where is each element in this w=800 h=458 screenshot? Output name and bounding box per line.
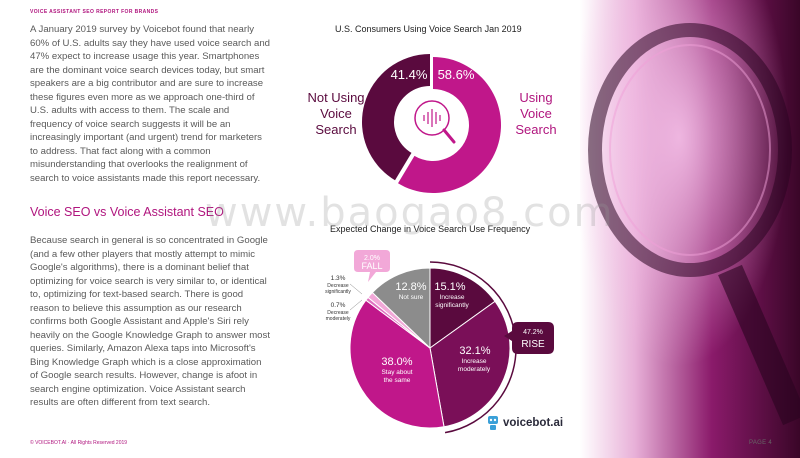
footer-copyright: © VOICEBOT.AI · All Rights Reserved 2019 [30, 440, 128, 446]
category-label-not-using: Voice [320, 106, 352, 121]
robot-icon [488, 416, 498, 430]
fall-callout: 2.0%FALL [354, 250, 390, 282]
category-label-increase-significantly: Increase [440, 294, 465, 301]
pie-slice [429, 300, 511, 428]
value-label-decrease-moderately: 0.7% [331, 302, 346, 309]
watermark: www.baogao8.com [205, 190, 615, 236]
decorative-background-panel [580, 0, 800, 458]
expected-change-pie-chart: 15.1%Increasesignificantly32.1%Increasem… [325, 250, 554, 434]
pie-slice [429, 267, 496, 349]
rise-callout: 47.2% RISE [504, 322, 554, 354]
category-label-stay-same: the same [384, 377, 411, 384]
category-label-decrease-moderately: moderately [326, 316, 351, 322]
voicebot-logo: voicebot.ai [486, 414, 563, 432]
category-label-not-using: Not Using [307, 90, 364, 105]
value-label-stay-same: 38.0% [381, 356, 412, 368]
category-label-using: Search [515, 122, 556, 137]
category-label-increase-significantly: significantly [435, 302, 469, 309]
category-label-increase-moderately: Increase [462, 358, 487, 365]
value-label-not-using: 41.4% [391, 67, 428, 82]
donut-slice [361, 54, 430, 181]
rise-value: 47.2% [523, 329, 543, 336]
value-label-increase-significantly: 15.1% [434, 281, 465, 293]
category-label-not-sure: Not sure [399, 294, 424, 301]
rise-label: RISE [521, 339, 545, 350]
category-label-using: Using [519, 90, 552, 105]
value-label-using: 58.6% [438, 67, 475, 82]
report-header: VOICE ASSISTANT SEO REPORT FOR BRANDS [30, 9, 159, 15]
category-label-decrease-significantly: Decrease [327, 283, 349, 289]
page-number: PAGE 4 [749, 440, 773, 446]
intro-paragraph: A January 2019 survey by Voicebot found … [30, 24, 270, 184]
category-label-using: Voice [520, 106, 552, 121]
category-label-decrease-significantly: significantly [325, 289, 351, 295]
value-label-not-sure: 12.8% [395, 281, 426, 293]
chart1-title: U.S. Consumers Using Voice Search Jan 20… [335, 24, 522, 34]
body-paragraph: Because search in general is so concentr… [30, 235, 270, 408]
pie-slice [371, 267, 431, 350]
category-label-stay-same: Stay about [381, 369, 412, 376]
value-label-increase-moderately: 32.1% [459, 345, 490, 357]
category-label-not-using: Search [315, 122, 356, 137]
chart2-title: Expected Change in Voice Search Use Freq… [330, 224, 531, 234]
section-heading: Voice SEO vs Voice Assistant SEO [30, 205, 224, 219]
donut-slice [398, 57, 501, 193]
pie-slice [349, 299, 445, 429]
category-label-decrease-moderately: Decrease [327, 310, 349, 316]
fall-value: 2.0% [364, 255, 380, 262]
value-label-decrease-significantly: 1.3% [331, 275, 346, 282]
category-label-increase-moderately: moderately [458, 366, 491, 373]
magnifier-icon [414, 100, 456, 144]
fall-label: FALL [361, 261, 382, 271]
logo-text: voicebot.ai [503, 417, 564, 429]
